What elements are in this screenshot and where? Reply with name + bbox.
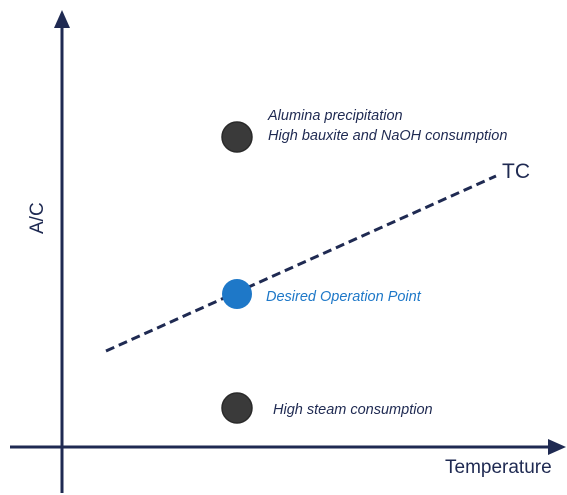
point-desired bbox=[222, 279, 252, 309]
y-axis-arrowhead bbox=[54, 10, 70, 28]
x-axis-label: Temperature bbox=[445, 457, 552, 478]
upper-point-note: Alumina precipitation High bauxite and N… bbox=[268, 106, 507, 146]
lower-point-note: High steam consumption bbox=[273, 402, 433, 418]
y-axis-label: A/C bbox=[27, 202, 48, 234]
x-axis-arrowhead bbox=[548, 439, 566, 455]
upper-point-note-line-1: Alumina precipitation bbox=[268, 108, 403, 124]
point-lower bbox=[221, 392, 253, 424]
tc-label: TC bbox=[502, 160, 530, 183]
desired-point-note: Desired Operation Point bbox=[266, 289, 421, 305]
upper-point-note-line-2: High bauxite and NaOH consumption bbox=[268, 128, 508, 144]
point-upper bbox=[221, 121, 253, 153]
tc-line bbox=[105, 174, 497, 353]
